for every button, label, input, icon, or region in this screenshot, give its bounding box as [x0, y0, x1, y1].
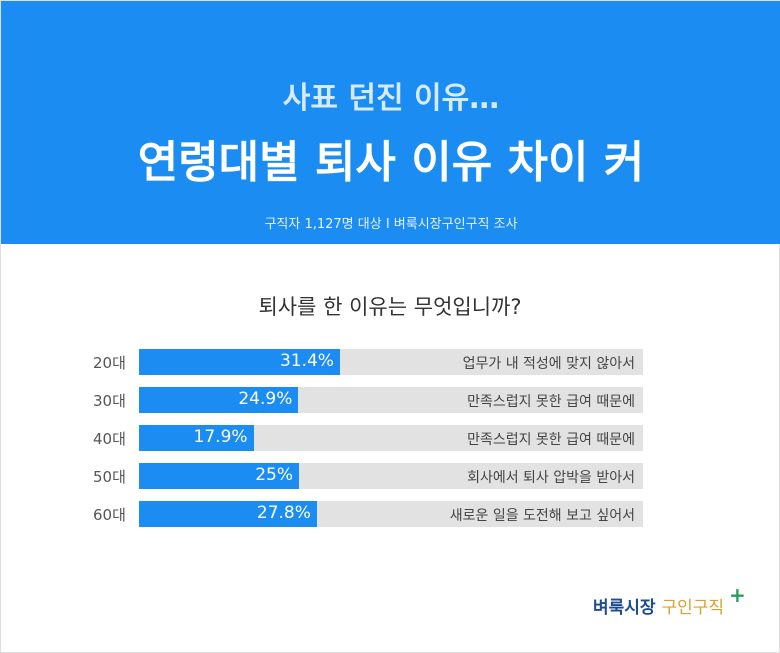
- bar-value-label: 24.9%: [238, 389, 293, 409]
- logo-part1: 벼룩시장: [593, 598, 656, 618]
- reason-label: 새로운 일을 도전해 보고 싶어서: [449, 508, 635, 524]
- logo-part2: 구인구직: [661, 598, 725, 618]
- bar-row: 20대 31.4% 업무가 내 적성에 맞지 않아서: [1, 349, 780, 375]
- bar-track: 25% 회사에서 퇴사 압박을 받아서: [139, 463, 643, 489]
- bar-value-label: 25%: [255, 465, 293, 485]
- bar-row: 30대 24.9% 만족스럽지 못한 급여 때문에: [1, 387, 780, 413]
- logo: 벼룩시장 구인구직: [593, 593, 724, 618]
- bar-track: 31.4% 업무가 내 적성에 맞지 않아서: [139, 349, 643, 375]
- bar: 31.4%: [139, 349, 340, 375]
- bar-value-label: 27.8%: [256, 503, 311, 523]
- age-label: 60대: [93, 506, 126, 524]
- header-banner: 사표 던진 이유… 연령대별 퇴사 이유 차이 커 구직자 1,127명 대상 …: [1, 1, 780, 244]
- age-label: 20대: [93, 354, 126, 372]
- bar-row: 40대 17.9% 만족스럽지 못한 급여 때문에: [1, 425, 780, 451]
- reason-label: 만족스럽지 못한 급여 때문에: [467, 432, 635, 448]
- reason-label: 만족스럽지 못한 급여 때문에: [467, 394, 635, 410]
- age-label: 30대: [93, 392, 126, 410]
- logo-plus-icon: +: [729, 583, 746, 607]
- bar-track: 24.9% 만족스럽지 못한 급여 때문에: [139, 387, 643, 413]
- bar-track: 27.8% 새로운 일을 도전해 보고 싶어서: [139, 501, 643, 527]
- bar: 25%: [139, 463, 299, 489]
- age-label: 50대: [93, 468, 126, 486]
- bar: 27.8%: [139, 501, 317, 527]
- survey-note: 구직자 1,127명 대상 I 벼룩시장구인구직 조사: [264, 217, 518, 232]
- bar-row: 60대 27.8% 새로운 일을 도전해 보고 싶어서: [1, 501, 780, 527]
- page-title: 연령대별 퇴사 이유 차이 커: [137, 137, 645, 188]
- bar: 24.9%: [139, 387, 299, 413]
- subtitle: 사표 던진 이유…: [282, 81, 500, 116]
- bar-value-label: 31.4%: [279, 351, 334, 371]
- bar-value-label: 17.9%: [193, 427, 248, 447]
- bar: 17.9%: [139, 425, 254, 451]
- reason-label: 업무가 내 적성에 맞지 않아서: [462, 356, 635, 372]
- reason-label: 회사에서 퇴사 압박을 받아서: [467, 470, 635, 486]
- bar-row: 50대 25% 회사에서 퇴사 압박을 받아서: [1, 463, 780, 489]
- chart-title: 퇴사를 한 이유는 무엇입니까?: [258, 295, 522, 319]
- bar-track: 17.9% 만족스럽지 못한 급여 때문에: [139, 425, 643, 451]
- age-label: 40대: [93, 430, 126, 448]
